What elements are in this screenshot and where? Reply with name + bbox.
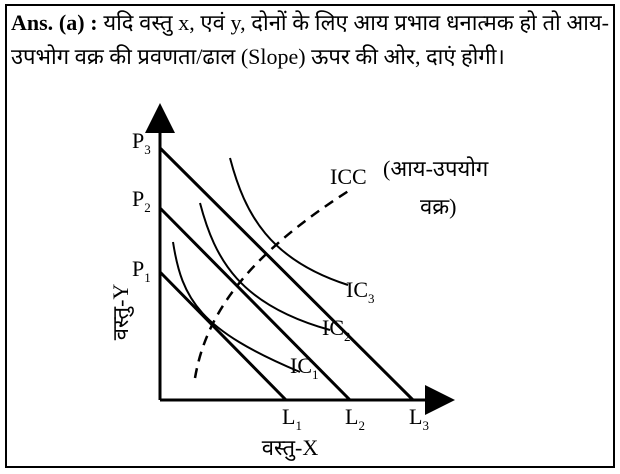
p1-label: P1 [132, 256, 151, 285]
answer-box: Ans. (a) : यदि वस्तु x, एवं y, दोनों के … [5, 4, 615, 468]
l1-label: L1 [282, 404, 302, 433]
icc-label: ICC [330, 164, 367, 189]
answer-label: Ans. (a) : [11, 10, 98, 35]
answer-body: यदि वस्तु x, एवं y, दोनों के लिए आय प्रभ… [11, 10, 609, 69]
label-part: IC [322, 315, 344, 340]
label-part: 3 [422, 418, 429, 433]
l2-label: L2 [345, 404, 365, 433]
icc-note: वक्र) [420, 194, 456, 219]
icc-note: (आय-उपयोग [383, 156, 489, 181]
indifference-curve [172, 241, 301, 373]
label-part: 2 [358, 418, 365, 433]
l3-label: L3 [409, 404, 429, 433]
budget-line [158, 270, 288, 402]
ic1-label: IC1 [290, 353, 319, 382]
label-part: L [282, 404, 295, 429]
label-part: 1 [295, 418, 302, 433]
label-part: 2 [144, 200, 151, 215]
indifference-curve [229, 157, 349, 286]
x-axis-label: वस्तु-X [262, 435, 319, 461]
p3-label: P3 [132, 128, 151, 157]
p2-label: P2 [132, 186, 151, 215]
ic3-label: IC3 [346, 277, 375, 306]
y-axis-label: वस्तु-Y [108, 284, 134, 341]
icc-curve [193, 188, 351, 379]
label-part: L [409, 404, 422, 429]
ic2-label: IC2 [322, 315, 351, 344]
budget-line [158, 146, 415, 402]
label-part: IC [290, 353, 312, 378]
label-part: 1 [144, 270, 151, 285]
label-part: IC [346, 277, 368, 302]
label-part: P [132, 256, 144, 281]
budget-line [158, 206, 352, 402]
label-part: P [132, 186, 144, 211]
indifference-curve [199, 202, 331, 331]
label-part: L [345, 404, 358, 429]
label-part: 3 [144, 142, 151, 157]
label-part: P [132, 128, 144, 153]
label-part: 2 [344, 329, 351, 344]
label-part: 3 [368, 291, 375, 306]
label-part: 1 [312, 367, 319, 382]
answer-text: Ans. (a) : यदि वस्तु x, एवं y, दोनों के … [11, 6, 609, 74]
